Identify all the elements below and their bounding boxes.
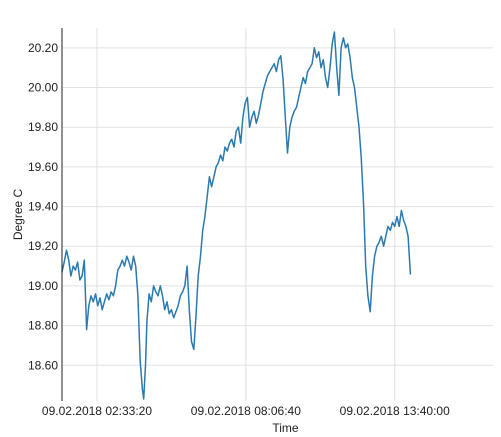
y-tick-label: 19.00	[28, 279, 58, 293]
y-tick-label: 19.80	[28, 120, 58, 134]
y-tick-label: 19.40	[28, 200, 58, 214]
x-tick-label: 09.02.2018 08:06:40	[191, 404, 301, 418]
x-axis-ticks: 09.02.2018 02:33:20 09.02.2018 08:06:40 09…	[42, 404, 450, 418]
y-tick-label: 19.60	[28, 160, 58, 174]
x-axis-title: Time	[272, 421, 299, 435]
x-tick-label: 09.02.2018 02:33:20	[42, 404, 152, 418]
y-axis-ticks: 18.60 18.80 19.00 19.20 19.40 19.60 19.80 20.00…	[28, 41, 58, 372]
y-tick-label: 19.20	[28, 239, 58, 253]
y-tick-label: 18.80	[28, 319, 58, 333]
y-tick-label: 20.20	[28, 41, 58, 55]
y-tick-label: 20.00	[28, 81, 58, 95]
gridlines	[62, 28, 493, 401]
y-axis-title: Degree C	[11, 188, 25, 240]
x-tick-label: 09.02.2018 13:40:00	[340, 404, 450, 418]
y-tick-label: 18.60	[28, 358, 58, 372]
